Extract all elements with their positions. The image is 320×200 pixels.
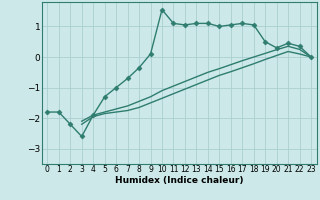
- X-axis label: Humidex (Indice chaleur): Humidex (Indice chaleur): [115, 176, 244, 185]
